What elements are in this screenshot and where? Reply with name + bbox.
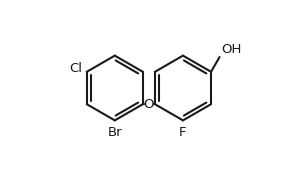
Text: Cl: Cl xyxy=(70,62,83,75)
Text: OH: OH xyxy=(221,43,241,56)
Text: F: F xyxy=(179,126,187,139)
Text: O: O xyxy=(144,98,154,111)
Text: Br: Br xyxy=(107,126,122,139)
